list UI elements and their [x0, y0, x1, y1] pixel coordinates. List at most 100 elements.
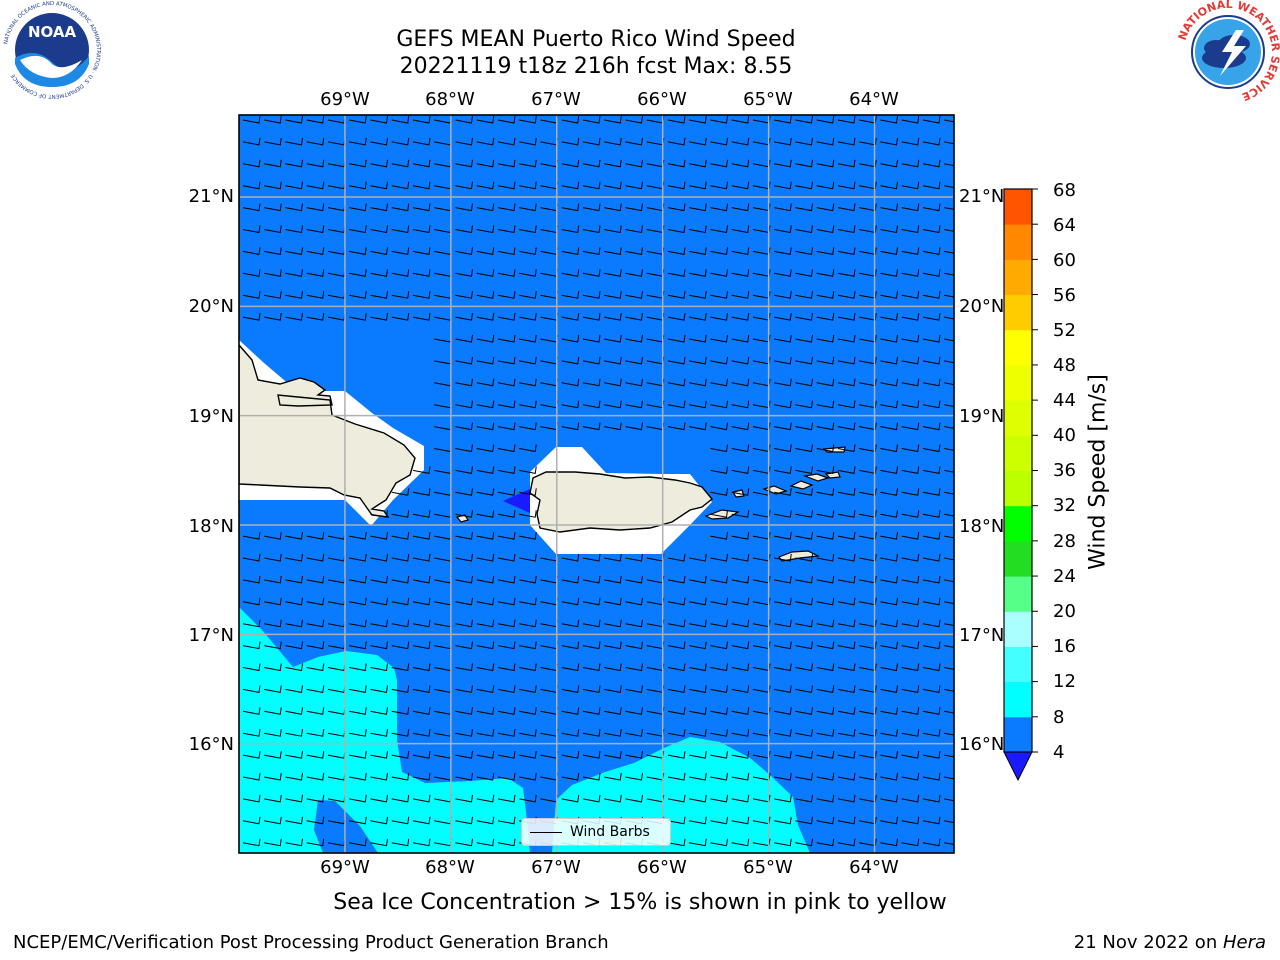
wind-barb	[880, 291, 898, 299]
wind-barb	[710, 400, 728, 409]
wind-barb	[519, 203, 537, 212]
wind-barb	[667, 115, 686, 124]
wind-barb	[731, 794, 750, 803]
wind-barb	[497, 663, 516, 672]
wind-barb	[604, 794, 622, 803]
wind-barb	[391, 159, 410, 168]
wind-barb	[837, 400, 856, 409]
wind-barb	[880, 115, 898, 124]
wind-barb	[795, 751, 813, 759]
footnote: Sea Ice Concentration > 15% is shown in …	[333, 890, 947, 915]
wind-barb	[561, 422, 580, 431]
colorbar-segment	[1004, 435, 1032, 471]
wind-barb	[625, 269, 643, 277]
wind-barb	[816, 422, 835, 431]
wind-barb	[944, 842, 954, 846]
wind-barb	[604, 291, 622, 299]
wind-barb	[264, 575, 282, 584]
wind-barb	[710, 488, 728, 496]
lat-label-right-19n: 19°N	[959, 406, 1005, 427]
wind-barb	[412, 685, 431, 693]
wind-barb	[476, 575, 495, 584]
wind-barb	[582, 181, 601, 190]
lat-label-right-16n: 16°N	[959, 734, 1005, 755]
wind-barb	[455, 137, 473, 146]
wind-barb	[561, 137, 580, 146]
wind-barb	[731, 838, 750, 847]
wind-barb	[731, 488, 750, 496]
wind-barb	[582, 203, 601, 212]
wind-barb	[455, 334, 473, 343]
wind-barb	[689, 729, 707, 737]
wind-barb	[242, 575, 261, 584]
wind-barb	[476, 553, 495, 562]
wind-barb	[455, 532, 473, 540]
wind-barb	[731, 203, 750, 212]
wind-barb	[837, 838, 856, 847]
wind-barb	[774, 729, 792, 737]
wind-barb	[561, 400, 580, 409]
wind-barb	[306, 663, 325, 672]
wind-barb	[922, 575, 941, 584]
wind-barb	[922, 532, 941, 540]
wind-barb	[497, 422, 516, 431]
wind-barb	[519, 488, 537, 496]
wind-barb	[837, 772, 856, 781]
wind-barb	[795, 313, 813, 321]
wind-barb	[774, 772, 792, 781]
wind-barb	[710, 510, 728, 518]
wind-barb	[370, 641, 388, 650]
wind-barb	[795, 356, 813, 365]
wind-barb	[519, 422, 537, 431]
wind-barb	[731, 291, 750, 299]
wind-barb	[625, 137, 643, 146]
wind-barb	[837, 663, 856, 672]
wind-barb	[922, 313, 941, 321]
wind-barb	[604, 225, 622, 234]
colorbar-segment	[1004, 259, 1032, 296]
wind-barb	[242, 553, 261, 562]
wind-barb	[880, 203, 898, 212]
wind-barb	[625, 619, 643, 628]
wind-barb	[731, 751, 750, 759]
wind-barb	[922, 356, 941, 365]
wind-barb	[519, 444, 537, 453]
wind-barb	[476, 488, 495, 496]
wind-barb	[349, 816, 367, 825]
wind-barb	[370, 816, 388, 825]
wind-barb	[944, 448, 954, 451]
wind-barb	[667, 794, 686, 803]
wind-barb	[667, 751, 686, 759]
wind-barb	[561, 313, 580, 321]
wind-barb	[264, 181, 282, 190]
wind-barb	[625, 247, 643, 255]
wind-barb	[667, 729, 686, 737]
wind-barb	[242, 816, 261, 825]
wind-barb	[689, 794, 707, 803]
colorbar-segment	[1004, 505, 1032, 542]
cb-tick-64: 64	[1053, 215, 1076, 236]
wind-barb	[795, 663, 813, 672]
wind-barb	[837, 816, 856, 825]
wind-barb	[731, 225, 750, 234]
wind-barb	[795, 378, 813, 387]
wind-barb	[412, 729, 431, 737]
wind-barb	[349, 729, 367, 737]
wind-barb	[412, 838, 431, 847]
lat-label-right-20n: 20°N	[959, 296, 1005, 317]
wind-barb	[582, 313, 601, 321]
wind-barb	[264, 729, 282, 737]
wind-barb	[880, 225, 898, 234]
wind-barb	[901, 334, 920, 343]
cb-tick-20: 20	[1053, 601, 1076, 622]
wind-barb	[476, 619, 495, 628]
wind-barb	[901, 247, 920, 255]
wind-barb	[561, 575, 580, 584]
wind-barb	[497, 575, 516, 584]
wind-barb	[306, 641, 325, 650]
wind-barb	[391, 772, 410, 781]
wind-barb	[944, 688, 954, 692]
wind-barb	[816, 334, 835, 343]
wind-barb	[242, 225, 261, 234]
